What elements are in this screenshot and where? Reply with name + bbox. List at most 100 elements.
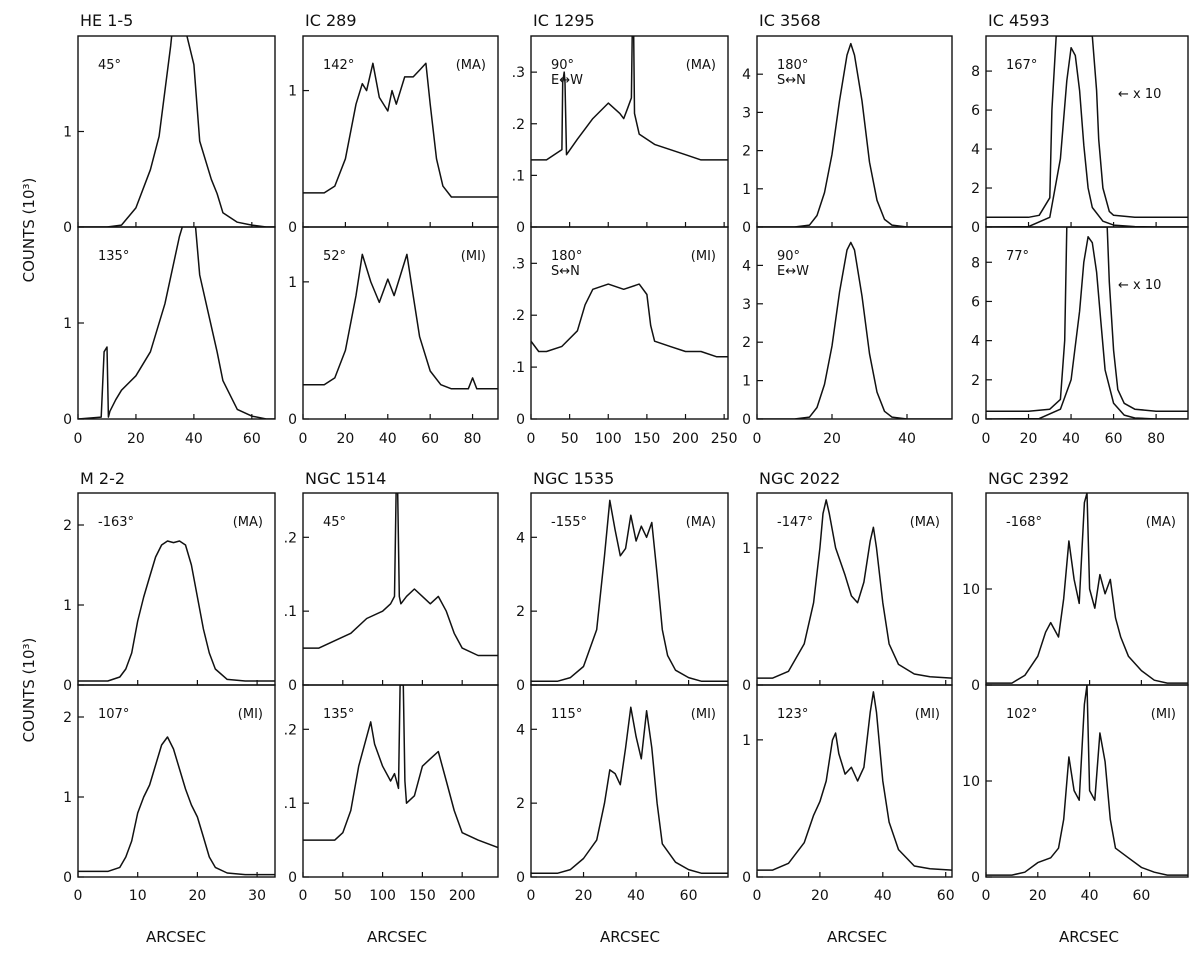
series-line [986,685,1188,876]
panel-annotation: -155° [551,515,587,530]
y-tick-label: 1 [742,374,751,390]
panel: 0 2 4 -155° (MA) [516,492,729,694]
panel: 0 1 52° (MI) [288,226,499,428]
y-tick-label: 10 [962,582,980,598]
series-line [757,42,952,227]
panel-annotation: E↔W [551,73,583,88]
x-tick-label: 20 [823,431,841,447]
chart-6: NGC 1514 0 .1 .2 45° 0 .1 .2 135° 0 50 100 150 200 [284,469,499,904]
y-tick-label: 2 [516,796,525,812]
y-tick-label: .2 [284,722,297,738]
series-line [303,493,498,657]
x-tick-label: 40 [379,431,397,447]
panel-annotation: (MA) [233,515,263,530]
x-tick-label: 50 [334,888,352,904]
panel-annotation: (MA) [686,58,716,73]
panel: 0 1 123° (MI) [742,684,953,886]
panel: 0 1 2 3 4 180°S↔N [742,35,953,236]
panel-annotation: (MI) [691,249,716,264]
y-tick-label: 1 [63,125,72,141]
panel: 0 10 102° (MI) [962,684,1189,886]
panel-annotation: 135° [323,707,354,722]
y-tick-label: 10 [962,774,980,790]
series-line [757,241,952,419]
x-tick-label: 60 [680,888,698,904]
chart-title: NGC 2392 [988,469,1069,488]
y-tick-label: 8 [971,255,980,271]
y-tick-label: 1 [742,182,751,198]
panel: 0 1 135° [63,226,276,428]
series-line [531,36,728,161]
y-tick-label: 1 [63,790,72,806]
x-tick-label: 250 [711,431,738,447]
y-tick-label: 4 [516,530,525,546]
panel-annotation: S↔N [551,264,580,279]
y-tick-label: 2 [63,518,72,534]
chart-5: M 2-2 0 1 2 -163° (MA) 0 1 2 107° (MI) 0 10 20 30 [63,469,276,904]
series-line [78,36,275,227]
y-tick-label: .1 [512,168,525,184]
panel-frame [77,684,276,878]
x-tick-label: 20 [336,431,354,447]
panel-annotation: 45° [98,58,121,73]
y-tick-label: 2 [971,373,980,389]
panel-annotation: (MA) [456,58,486,73]
y-tick-label: 0 [288,678,297,694]
x-tick-label: 20 [1020,431,1038,447]
x-tick-label: 0 [74,431,83,447]
panel: 0 .1 .2 .3 90°E↔W (MA) [512,35,729,236]
chart-title: NGC 2022 [759,469,840,488]
x-tick-label: 40 [1062,431,1080,447]
panel-frame [530,226,729,420]
panel-annotation: -163° [98,515,134,530]
series-line [303,253,498,390]
series-line [986,236,1188,419]
y-tick-label: 0 [288,412,297,428]
panel-annotation: 90° [777,249,800,264]
series-line [986,493,1188,684]
y-tick-label: 0 [742,870,751,886]
y-tick-label: 4 [971,334,980,350]
y-tick-label: 0 [516,412,525,428]
panel-annotation: 180° [551,249,582,264]
series-line [78,227,275,419]
y-tick-label: 0 [971,678,980,694]
y-tick-label: 2 [516,604,525,620]
chart-title: IC 289 [305,11,357,30]
y-tick-label: 0 [742,412,751,428]
y-tick-label: 2 [742,144,751,160]
x-tick-label: 20 [1029,888,1047,904]
panel-annotation: 142° [323,58,354,73]
panel-annotation: E↔W [777,264,809,279]
panel-annotation: ← x 10 [1118,87,1161,102]
series-line [78,540,275,682]
panel: 0 2 4 6 8 77° ← x 10 [971,226,1189,428]
panel-annotation: 77° [1006,249,1029,264]
series-line [986,36,1188,219]
panel-annotation: 167° [1006,58,1037,73]
y-tick-label: .2 [284,530,297,546]
chart-7: NGC 1535 0 2 4 -155° (MA) 0 2 4 115° (MI) 0 20 40 60 [516,469,729,904]
panel-annotation: 123° [777,707,808,722]
x-tick-label: 10 [129,888,147,904]
panel-annotation: 107° [98,707,129,722]
y-tick-label: 0 [288,870,297,886]
chart-title: IC 4593 [988,11,1050,30]
panel: 0 1 142° (MA) [288,35,499,236]
x-tick-label: 200 [672,431,699,447]
y-tick-label: .1 [284,604,297,620]
panel-annotation: 102° [1006,707,1037,722]
y-tick-label: 0 [971,412,980,428]
panel: 0 2 4 115° (MI) [516,684,729,886]
y-tick-label: 6 [971,294,980,310]
panel-annotation: (MI) [461,249,486,264]
chart-8: NGC 2022 0 1 -147° (MA) 0 1 123° (MI) 0 20 40 60 [742,469,955,904]
y-tick-label: 1 [742,541,751,557]
y-tick-label: 0 [288,220,297,236]
panel-annotation: (MA) [686,515,716,530]
x-tick-label: 30 [248,888,266,904]
x-tick-label: 0 [74,888,83,904]
x-axis-label-col2: ARCSEC [367,928,427,946]
panel-annotation: 90° [551,58,574,73]
